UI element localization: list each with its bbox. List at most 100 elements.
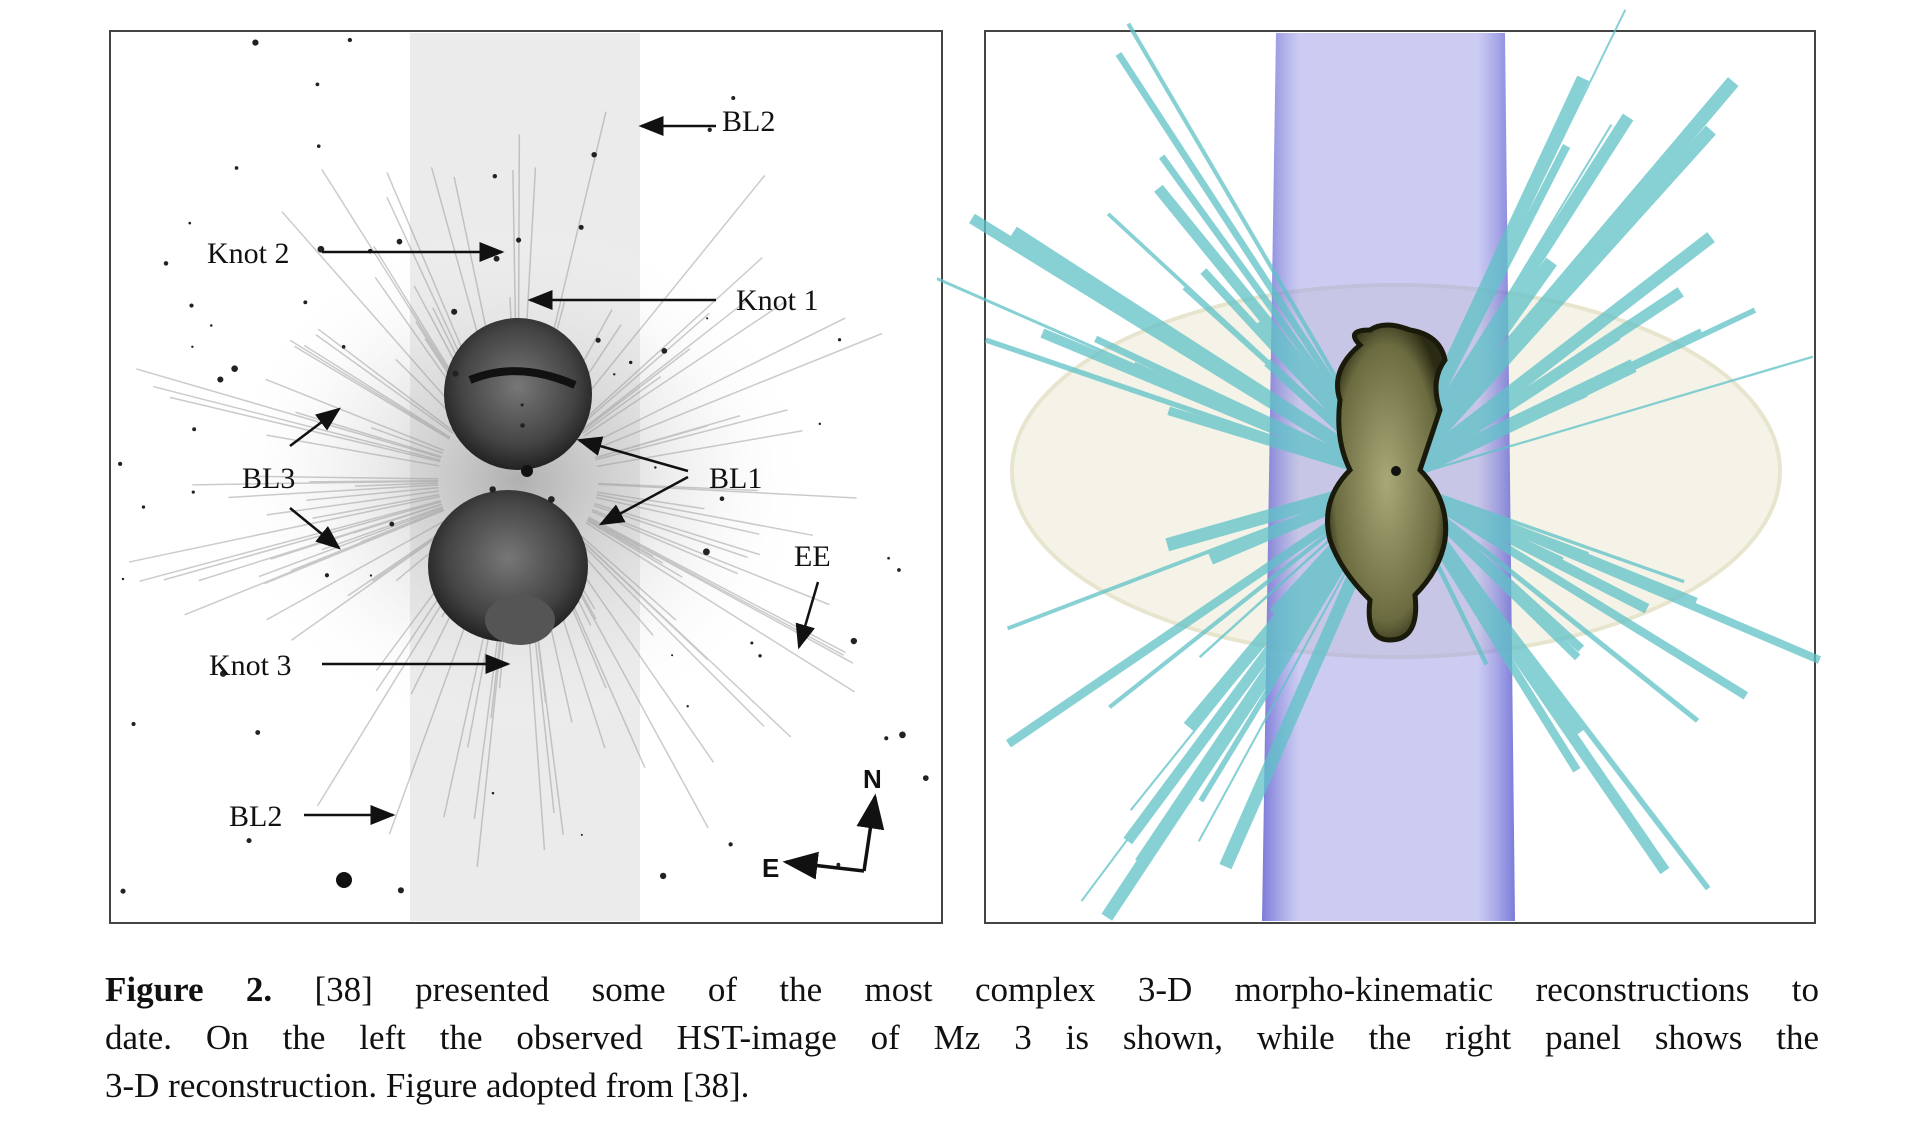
decoration (252, 39, 259, 46)
decoration (628, 360, 633, 365)
decoration (139, 499, 441, 582)
decoration (562, 545, 715, 763)
decoration (397, 887, 404, 894)
decoration (120, 888, 126, 894)
decoration (492, 174, 498, 179)
decoration (555, 549, 709, 829)
decoration (884, 736, 889, 741)
decoration (189, 303, 194, 308)
decoration (984, 337, 1397, 483)
decoration (489, 486, 496, 493)
decoration (580, 299, 749, 432)
label: BL3 (242, 462, 295, 495)
decoration (234, 166, 239, 170)
decoration (257, 475, 439, 480)
decoration (887, 556, 890, 560)
compass-label: N (863, 764, 882, 794)
decoration (613, 373, 616, 376)
decoration (577, 532, 677, 621)
decoration (520, 403, 524, 407)
decoration (210, 324, 213, 327)
decoration (595, 409, 788, 461)
decoration (315, 334, 454, 434)
decoration (818, 422, 821, 426)
decoration (396, 238, 403, 245)
decoration (188, 221, 192, 225)
decoration (452, 370, 459, 377)
decoration (219, 670, 227, 677)
decoration (163, 261, 169, 266)
decoration (1394, 476, 1822, 664)
decoration (312, 493, 440, 519)
decoration (577, 312, 710, 429)
decoration (616, 508, 619, 512)
decoration (324, 573, 330, 578)
decoration (266, 518, 449, 621)
decoration (281, 211, 466, 421)
decoration (493, 255, 500, 262)
decoration (192, 480, 439, 486)
decoration (141, 505, 146, 509)
decoration (585, 521, 855, 693)
decoration (548, 496, 555, 503)
reconstruction-image (936, 9, 1822, 924)
caption-label: Figure 2. (105, 970, 273, 1009)
label: BL2 (722, 105, 775, 138)
decoration (341, 345, 346, 349)
decoration (117, 461, 123, 466)
decoration (584, 302, 785, 437)
decoration (191, 490, 195, 494)
decoration (131, 721, 136, 727)
decoration (661, 348, 668, 354)
decoration (266, 434, 440, 467)
decoration (520, 423, 525, 428)
decoration (370, 426, 443, 454)
decoration (968, 213, 1399, 485)
decoration (1394, 391, 1588, 483)
decoration (191, 345, 194, 348)
decoration (228, 484, 439, 499)
caption-line: Figure 2. [38] presented some of the mos… (105, 966, 1819, 1014)
decoration (686, 705, 689, 708)
label: Knot 2 (207, 237, 290, 270)
decoration (516, 237, 522, 243)
decoration (575, 534, 792, 738)
label: Knot 3 (209, 649, 292, 682)
annotation-arrows (289, 116, 885, 880)
hst-image (109, 30, 943, 924)
decoration (581, 348, 691, 433)
decoration (591, 151, 597, 158)
label: BL2 (229, 800, 282, 833)
decoration (596, 430, 803, 468)
caption-text: [38] presented some of the most complex … (314, 970, 1820, 1009)
decoration (750, 641, 754, 645)
decoration (728, 842, 733, 847)
decoration (451, 308, 458, 315)
figure: BL2 Knot 2 Knot 1 BL3 BL1 EE Knot 3 BL2 … (109, 9, 1822, 924)
decoration (587, 519, 664, 564)
decoration (654, 466, 657, 469)
decoration (1390, 77, 1739, 485)
decoration (321, 506, 443, 551)
decoration (347, 37, 353, 43)
decoration (246, 838, 252, 844)
decoration (491, 791, 495, 795)
decoration (574, 536, 765, 727)
decoration (317, 328, 455, 433)
decoration (1393, 331, 1621, 484)
decoration (719, 496, 725, 502)
decoration (591, 509, 830, 606)
decoration (291, 525, 454, 641)
decoration (128, 495, 440, 563)
decoration (899, 731, 906, 739)
decoration (1392, 232, 1715, 485)
decoration (265, 378, 444, 452)
decoration (850, 637, 858, 645)
decoration (758, 654, 762, 658)
label: Knot 1 (736, 284, 819, 317)
decoration (316, 144, 321, 148)
decoration (595, 337, 601, 343)
decoration (837, 338, 842, 342)
decoration (702, 548, 710, 556)
decoration (217, 376, 224, 383)
